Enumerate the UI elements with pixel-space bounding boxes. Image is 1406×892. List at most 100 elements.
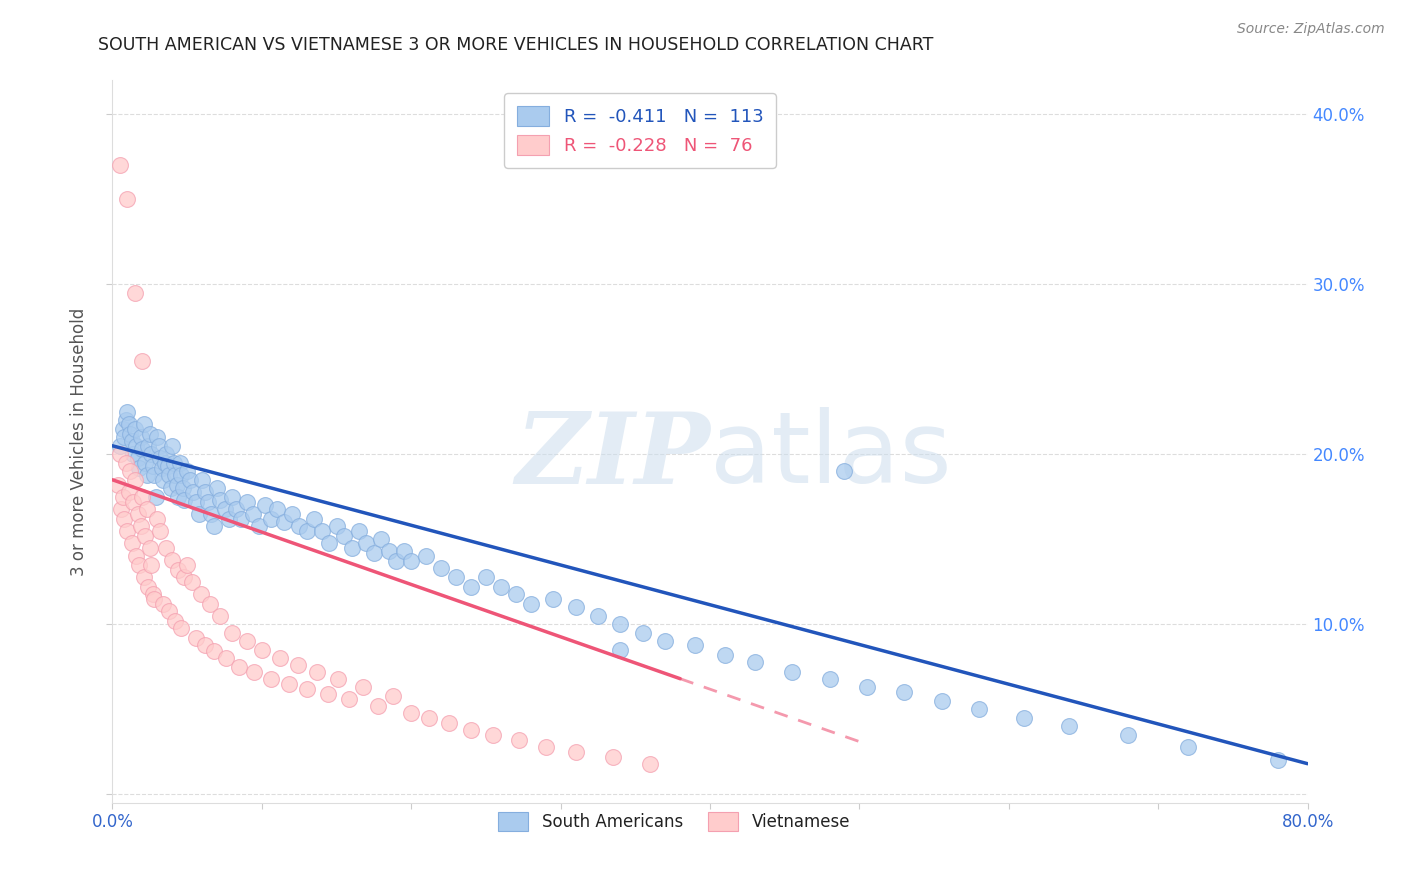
Point <box>460 723 482 737</box>
Point <box>834 464 856 478</box>
Point <box>128 558 150 572</box>
Point <box>131 353 153 368</box>
Point <box>114 512 135 526</box>
Point <box>132 417 155 431</box>
Point <box>138 580 160 594</box>
Point <box>287 658 309 673</box>
Point <box>129 430 152 444</box>
Point <box>744 655 766 669</box>
Point <box>181 484 204 499</box>
Point <box>221 625 243 640</box>
Point <box>266 501 288 516</box>
Point <box>138 439 160 453</box>
Point <box>122 447 145 461</box>
Point <box>370 533 392 547</box>
Point <box>114 430 135 444</box>
Point <box>326 672 349 686</box>
Point <box>111 422 134 436</box>
Point <box>302 512 325 526</box>
Point <box>150 461 173 475</box>
Point <box>281 507 304 521</box>
Point <box>316 687 339 701</box>
Point <box>260 672 283 686</box>
Point <box>170 467 193 482</box>
Point <box>229 512 252 526</box>
Point <box>325 518 347 533</box>
Point <box>818 672 841 686</box>
Point <box>243 665 266 679</box>
Point <box>139 541 162 555</box>
Point <box>460 580 482 594</box>
Point <box>564 745 586 759</box>
Point <box>202 644 225 658</box>
Point <box>118 484 141 499</box>
Point <box>1118 728 1140 742</box>
Point <box>508 732 530 747</box>
Point <box>122 495 145 509</box>
Point <box>124 422 146 436</box>
Point <box>209 493 232 508</box>
Point <box>108 447 131 461</box>
Point <box>179 473 201 487</box>
Point <box>392 544 415 558</box>
Point <box>108 158 131 172</box>
Point <box>155 541 177 555</box>
Point <box>250 642 273 657</box>
Point <box>169 456 191 470</box>
Point <box>110 501 132 516</box>
Point <box>180 574 202 589</box>
Point <box>202 518 225 533</box>
Point <box>541 591 564 606</box>
Point <box>340 541 363 555</box>
Point <box>247 518 270 533</box>
Point <box>415 549 437 564</box>
Point <box>288 518 311 533</box>
Point <box>209 608 232 623</box>
Point <box>564 600 586 615</box>
Point <box>236 495 259 509</box>
Point <box>142 587 165 601</box>
Point <box>236 634 259 648</box>
Point <box>311 524 333 538</box>
Point <box>162 439 183 453</box>
Point <box>307 665 329 679</box>
Point <box>260 512 283 526</box>
Point <box>139 426 162 441</box>
Point <box>157 604 180 618</box>
Point <box>149 450 172 465</box>
Point <box>609 642 631 657</box>
Point <box>205 481 228 495</box>
Point <box>295 681 318 696</box>
Point <box>378 544 401 558</box>
Point <box>146 512 169 526</box>
Point <box>640 756 662 771</box>
Point <box>967 702 990 716</box>
Point <box>295 524 318 538</box>
Point <box>121 434 143 448</box>
Point <box>893 685 915 699</box>
Point <box>115 456 138 470</box>
Point <box>167 563 190 577</box>
Point <box>194 484 217 499</box>
Point <box>214 501 236 516</box>
Point <box>115 413 138 427</box>
Point <box>188 507 211 521</box>
Point <box>186 631 208 645</box>
Point <box>602 750 624 764</box>
Point <box>170 621 193 635</box>
Point <box>191 473 214 487</box>
Point <box>683 638 706 652</box>
Point <box>143 591 166 606</box>
Point <box>418 711 440 725</box>
Point <box>118 417 141 431</box>
Point <box>152 597 174 611</box>
Point <box>166 478 188 492</box>
Point <box>714 648 737 662</box>
Point <box>165 614 187 628</box>
Point <box>162 552 183 566</box>
Point <box>117 524 139 538</box>
Point <box>482 728 505 742</box>
Point <box>200 507 222 521</box>
Point <box>132 570 155 584</box>
Point <box>385 554 408 568</box>
